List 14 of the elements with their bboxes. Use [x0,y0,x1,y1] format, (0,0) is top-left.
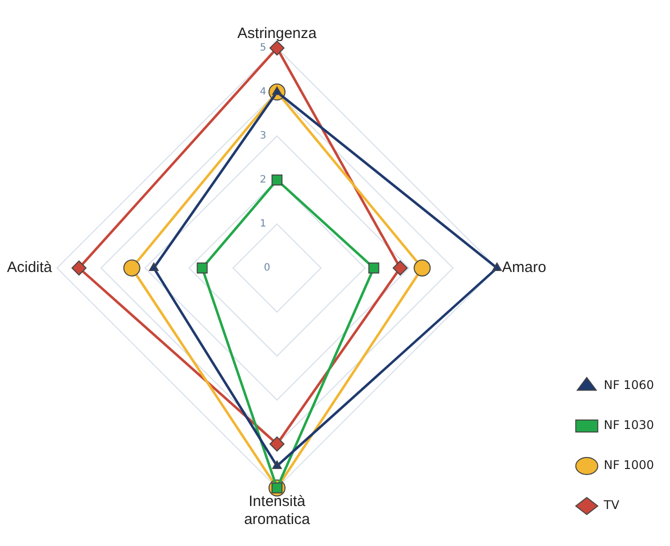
y-tick-label: 2 [260,174,266,186]
y-tick-label: 3 [260,130,266,142]
spoke-label: Astringenza [237,25,318,42]
legend-label: NF 1000 [604,458,654,472]
spoke-label: Amaro [502,259,546,276]
y-tick-label: 0 [264,262,270,274]
legend-label: NF 1060 [604,378,654,392]
spoke-label: Intensità aromatica [244,493,311,528]
legend-label: NF 1030 [604,418,654,432]
y-tick-label: 1 [260,218,266,230]
y-tick-label: 5 [260,42,266,54]
y-tick-label: 4 [260,86,266,98]
legend-label: TV [602,498,620,512]
spoke-label: Acidità [6,259,53,276]
